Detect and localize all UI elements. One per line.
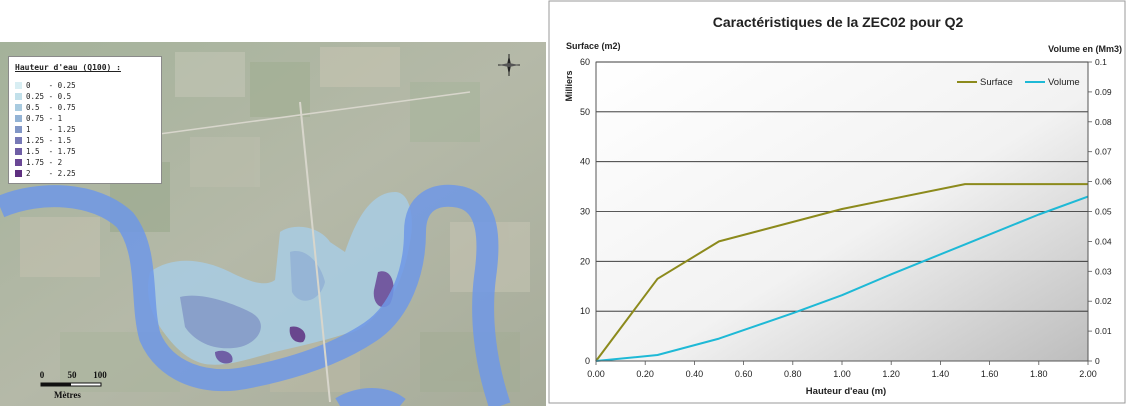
y-right-tick-label: 0.05	[1095, 207, 1112, 217]
y-left-label: Surface (m2)	[566, 41, 621, 51]
legend-row: 0.5 - 0.75	[15, 103, 76, 112]
y-left-tick-label: 50	[580, 107, 590, 117]
chart-legend: Surface Volume	[957, 77, 1080, 88]
legend-title: Hauteur d'eau (Q100) :	[15, 63, 121, 72]
x-tick-label: 0.40	[686, 369, 704, 379]
y-left-tick-label: 30	[580, 207, 590, 217]
scale-unit: Mètres	[54, 390, 81, 400]
legend-swatch	[15, 82, 22, 89]
legend-label: 1.5 - 1.75	[26, 147, 76, 156]
legend-label-surface: Surface	[980, 77, 1013, 88]
legend-swatch	[15, 170, 22, 177]
legend-row: 1.5 - 1.75	[15, 147, 76, 156]
y-right-tick-label: 0.08	[1095, 117, 1112, 127]
scale-tick: 100	[93, 370, 107, 380]
legend-label: 1.25 - 1.5	[26, 136, 72, 145]
x-tick-label: 0.80	[784, 369, 802, 379]
scale-tick: 50	[67, 370, 77, 380]
legend-swatch	[15, 104, 22, 111]
x-tick-label: 1.60	[981, 369, 999, 379]
legend-label: 0.25 - 0.5	[26, 92, 72, 101]
y-right-tick-label: 0.09	[1095, 87, 1112, 97]
legend-row: 1 - 1.25	[15, 125, 76, 134]
y-right-tick-label: 0.02	[1095, 296, 1112, 306]
flood-map: Hauteur d'eau (Q100) : 0 - 0.25 0.25 - 0.…	[0, 42, 546, 406]
north-arrow-icon	[494, 50, 524, 80]
y-right-tick-label: 0.01	[1095, 326, 1112, 336]
legend-row: 1.75 - 2	[15, 158, 62, 167]
legend-swatch	[15, 137, 22, 144]
legend-swatch	[15, 126, 22, 133]
y-right-tick-label: 0.07	[1095, 147, 1112, 157]
y-right-tick-label: 0	[1095, 356, 1100, 366]
chart-title: Caractéristiques de la ZEC02 pour Q2	[713, 14, 964, 30]
y-right-label: Volume en (Mm3)	[1048, 44, 1122, 54]
legend-row: 0.25 - 0.5	[15, 92, 71, 101]
zec02-chart: 0 10 20 30 40 50 60 0 0.01 0.02 0.03 0.04 0.05 0.06 0.…	[548, 0, 1126, 404]
x-tick-label: 1.00	[833, 369, 851, 379]
y-left-tick-label: 40	[580, 157, 590, 167]
legend-row: 0 - 0.25	[15, 81, 76, 90]
legend-label: 2 - 2.25	[26, 169, 76, 178]
aerial-map-image	[0, 42, 546, 406]
chart-panel: 0 10 20 30 40 50 60 0 0.01 0.02 0.03 0.04 0.05 0.06 0.…	[548, 0, 1128, 406]
y-right-tick-label: 0.06	[1095, 177, 1112, 187]
x-tick-label: 1.20	[882, 369, 900, 379]
legend-row: 0.75 - 1	[15, 114, 62, 123]
legend-swatch	[15, 148, 22, 155]
x-axis-label: Hauteur d'eau (m)	[806, 386, 886, 397]
scale-tick: 0	[39, 370, 45, 380]
x-tick-label: 0.60	[735, 369, 753, 379]
series-line-surface	[595, 183, 1088, 362]
scale-bar: 0 50 100 Mètres	[30, 370, 126, 402]
y-right-tick-label: 0.03	[1095, 266, 1112, 276]
x-tick-label: 0.00	[587, 369, 605, 379]
x-tick-label: 1.40	[932, 369, 950, 379]
legend-swatch	[15, 93, 22, 100]
legend-label: 0.75 - 1	[26, 114, 63, 123]
legend-row: 1.25 - 1.5	[15, 136, 71, 145]
legend-swatch	[15, 159, 22, 166]
legend-row: 2 - 2.25	[15, 169, 76, 178]
legend-label-volume: Volume	[1048, 77, 1080, 88]
y-right-tick-label: 0.04	[1095, 236, 1112, 246]
y-left-tick-label: 0	[585, 356, 590, 366]
legend-label: 1.75 - 2	[26, 158, 63, 167]
legend-label: 1 - 1.25	[26, 125, 76, 134]
x-tick-label: 1.80	[1030, 369, 1048, 379]
y-left-tick-label: 20	[580, 256, 590, 266]
x-tick-label: 0.20	[636, 369, 654, 379]
legend-label: 0.5 - 0.75	[26, 103, 76, 112]
legend-swatch	[15, 115, 22, 122]
map-legend: Hauteur d'eau (Q100) : 0 - 0.25 0.25 - 0.…	[8, 56, 162, 184]
y-left-tick-label: 60	[580, 57, 590, 67]
series-line-volume	[595, 195, 1089, 362]
y-left-tick-label: 10	[580, 306, 590, 316]
y-left-unit-label: Milliers	[564, 70, 574, 101]
y-right-tick-label: 0.1	[1095, 57, 1107, 67]
x-tick-label: 2.00	[1079, 369, 1097, 379]
legend-label: 0 - 0.25	[26, 81, 76, 90]
